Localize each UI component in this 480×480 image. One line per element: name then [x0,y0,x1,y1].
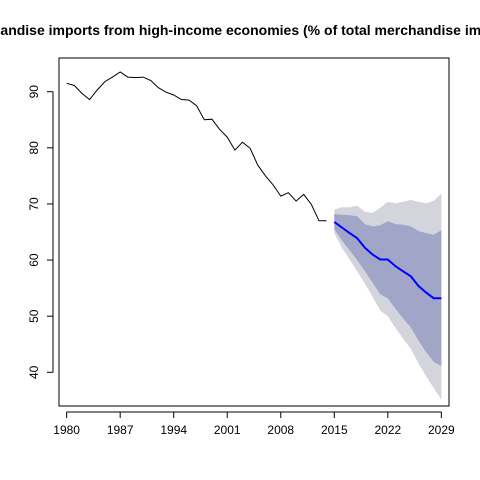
x-tick-label: 2015 [321,423,348,437]
y-tick-label: 40 [27,365,41,379]
y-tick-label: 50 [27,309,41,323]
y-tick-label: 60 [27,253,41,267]
y-tick-label: 90 [27,85,41,99]
x-tick-label: 2022 [374,423,401,437]
x-axis: 1980 1987 1994 2001 2008 2015 2022 2029 [53,411,455,437]
band-80 [334,214,442,367]
x-tick-label: 2001 [214,423,241,437]
x-tick-label: 1987 [107,423,134,437]
prediction-bands [334,193,442,400]
y-tick-label: 70 [27,197,41,211]
y-tick-label: 80 [27,141,41,155]
x-tick-label: 1994 [160,423,187,437]
historical-line [66,71,327,222]
x-tick-label: 2029 [428,423,455,437]
forecast-mean-line [333,221,442,300]
chart-title: Merchandise imports from high-income eco… [0,22,480,38]
y-axis: 40 50 60 70 80 90 [27,85,54,379]
x-tick-label: 1980 [53,423,80,437]
x-tick-label: 2008 [267,423,294,437]
series-lines [66,71,442,300]
plot-frame [58,57,450,407]
